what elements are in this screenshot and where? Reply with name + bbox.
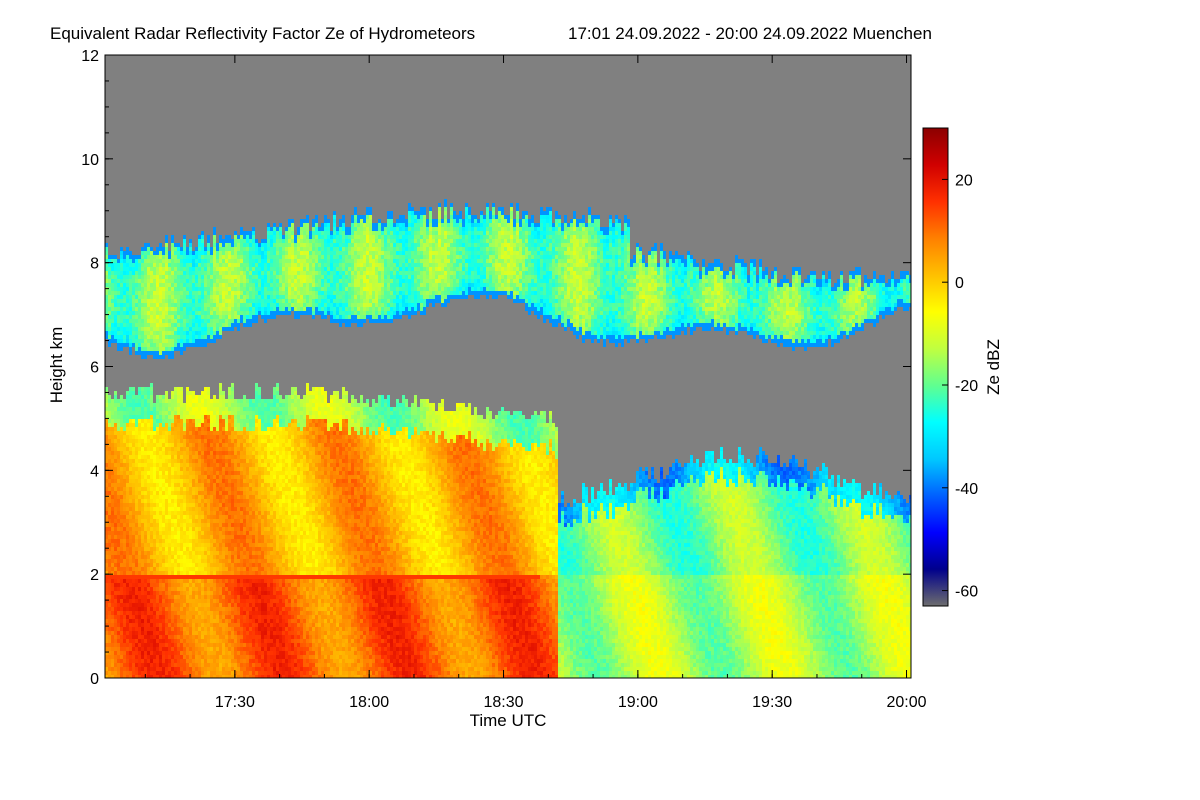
y-axis: 0 2 4 6 8 10 12 <box>81 48 911 688</box>
colorbar-tick-label: 0 <box>955 275 964 292</box>
colorbar-tick-label: -20 <box>955 378 978 395</box>
y-tick-label: 10 <box>81 152 99 169</box>
x-axis: 17:30 18:00 18:30 19:00 19:30 20:00 <box>144 55 927 711</box>
x-tick-label: 18:00 <box>349 694 389 711</box>
colorbar-label: Ze dBZ <box>984 339 1003 395</box>
x-tick-label: 19:00 <box>618 694 658 711</box>
x-tick-label: 18:30 <box>483 694 523 711</box>
x-axis-label: Time UTC <box>470 711 547 730</box>
y-tick-label: 0 <box>90 671 99 688</box>
y-tick-label: 2 <box>90 567 99 584</box>
y-tick-label: 8 <box>90 256 99 273</box>
colorbar-tick-label: -60 <box>955 584 978 601</box>
y-axis-label: Height km <box>47 327 66 404</box>
x-tick-label: 19:30 <box>752 694 792 711</box>
reflectivity-heatmap <box>105 199 911 678</box>
y-tick-label: 4 <box>90 463 99 480</box>
colorbar-gradient <box>922 127 949 607</box>
y-tick-label: 6 <box>90 360 99 377</box>
colorbar-tick-label: -40 <box>955 481 978 498</box>
chart-title: Equivalent Radar Reflectivity Factor Ze … <box>50 24 475 43</box>
colorbar: 20 0 -20 -40 -60 Ze dBZ <box>922 127 1003 607</box>
plot-area <box>104 54 912 679</box>
y-tick-label: 12 <box>81 48 99 65</box>
chart-subtitle: 17:01 24.09.2022 - 20:00 24.09.2022 Muen… <box>568 24 932 43</box>
x-tick-label: 17:30 <box>215 694 255 711</box>
x-tick-label: 20:00 <box>886 694 926 711</box>
colorbar-tick-label: 20 <box>955 172 973 189</box>
